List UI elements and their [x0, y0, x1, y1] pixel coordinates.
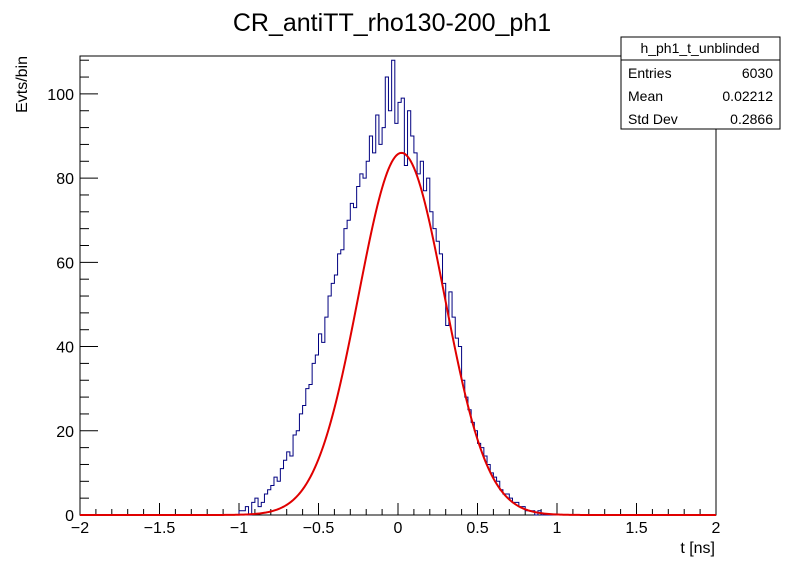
stats-box: h_ph1_t_unblinded Entries 6030 Mean 0.02…	[620, 36, 781, 130]
gaussian-fit-curve	[80, 151, 716, 516]
x-tick-label: 0	[394, 520, 403, 537]
stats-label-mean: Mean	[628, 88, 663, 104]
y-tick-label: 40	[56, 340, 74, 357]
stats-value-stddev: 0.2866	[730, 111, 773, 127]
y-axis-label: Evts/bin	[14, 56, 31, 113]
histogram-series	[80, 59, 716, 516]
x-axis-label: t [ns]	[680, 540, 715, 557]
y-tick-labels: 0 20 40 60 80 100	[47, 87, 74, 525]
stats-box-frame	[620, 36, 781, 130]
x-tick-label: −2	[71, 520, 89, 537]
stats-label-stddev: Std Dev	[628, 111, 678, 127]
y-tick-label: 20	[56, 424, 74, 441]
y-tick-label: 100	[47, 87, 74, 104]
x-tick-label: 1.5	[625, 520, 647, 537]
stats-label-entries: Entries	[628, 65, 672, 81]
y-tick-label: 0	[65, 508, 74, 525]
stats-value-entries: 6030	[742, 65, 773, 81]
chart-title: CR_antiTT_rho130-200_ph1	[233, 9, 551, 37]
x-tick-label: 0.5	[466, 520, 488, 537]
x-tick-label: −1	[230, 520, 248, 537]
y-tick-label: 60	[56, 255, 74, 272]
x-tick-label: 1	[553, 520, 562, 537]
x-tick-labels: −2 −1.5 −1 −0.5 0 0.5 1 1.5 2	[71, 520, 721, 537]
y-tick-label: 80	[56, 171, 74, 188]
x-tick-label: −1.5	[144, 520, 176, 537]
x-tick-label: 2	[712, 520, 721, 537]
stats-value-mean: 0.02212	[722, 88, 773, 104]
x-tick-label: −0.5	[303, 520, 335, 537]
stats-title: h_ph1_t_unblinded	[640, 40, 759, 56]
